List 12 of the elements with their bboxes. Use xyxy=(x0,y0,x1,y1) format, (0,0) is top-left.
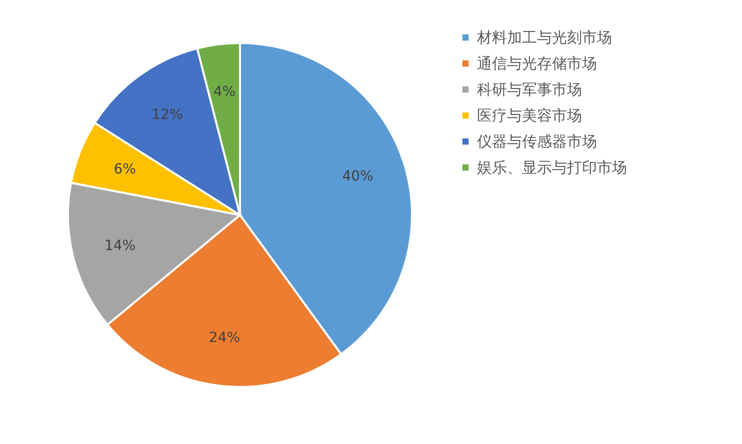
data-label: 40% xyxy=(342,168,374,185)
data-label: 4% xyxy=(213,84,236,100)
data-label: 6% xyxy=(114,161,136,178)
legend-label: 医疗与美容市场 xyxy=(477,106,582,124)
data-label: 12% xyxy=(152,106,183,123)
data-label: 14% xyxy=(104,238,136,254)
data-label: 24% xyxy=(208,330,240,346)
legend-label: 科研与军事市场 xyxy=(477,80,582,98)
legend-label: 仪器与传感器市场 xyxy=(477,132,597,150)
legend-label: 通信与光存储市场 xyxy=(477,54,597,72)
legend-label: 娱乐、显示与打印市场 xyxy=(477,158,627,176)
legend-label: 材料加工与光刻市场 xyxy=(476,28,612,46)
